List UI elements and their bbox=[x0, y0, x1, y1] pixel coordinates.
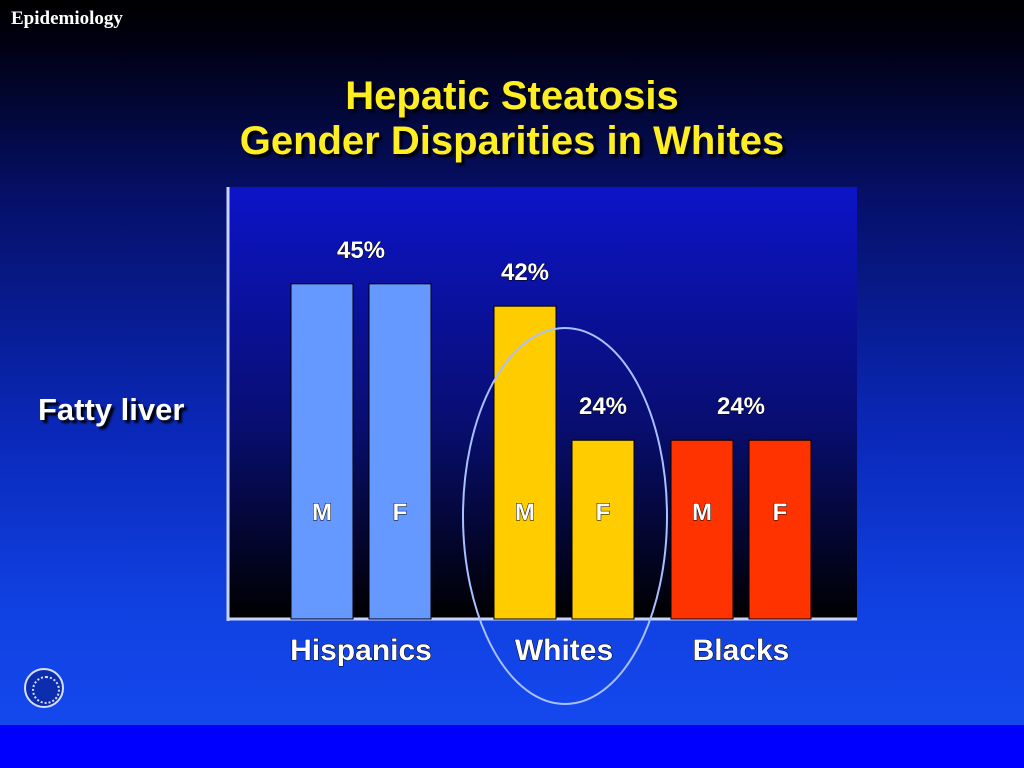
data-label: 24% bbox=[717, 393, 765, 420]
chart-title-line-2: Gender Disparities in Whites bbox=[239, 119, 785, 163]
x-tick-label-blacks: Blacks bbox=[693, 634, 790, 667]
bar-series-label: F bbox=[596, 499, 611, 526]
bar-series-label: M bbox=[515, 499, 535, 526]
bar-series-label: F bbox=[773, 499, 788, 526]
chart-title-line-1: Hepatic Steatosis bbox=[345, 74, 679, 118]
bar-whites-f bbox=[571, 439, 635, 620]
section-label: Epidemiology bbox=[11, 8, 123, 29]
bar-hispanics-f bbox=[368, 283, 432, 620]
bottom-band bbox=[0, 725, 1024, 768]
data-label: 42% bbox=[501, 259, 549, 286]
bar-series-label: M bbox=[312, 499, 332, 526]
data-label: 45% bbox=[337, 237, 385, 264]
highlight-circle-whites bbox=[462, 327, 668, 705]
bar-blacks-m bbox=[670, 439, 734, 620]
y-axis-label: Fatty liver bbox=[38, 392, 185, 427]
bar-series-label: M bbox=[692, 499, 712, 526]
data-label: 24% bbox=[579, 393, 627, 420]
x-tick-label-hispanics: Hispanics bbox=[290, 634, 432, 667]
bar-series-label: F bbox=[393, 499, 408, 526]
institution-seal-icon bbox=[24, 668, 64, 708]
bar-whites-m bbox=[493, 305, 557, 620]
bar-hispanics-m bbox=[290, 283, 354, 620]
bar-blacks-f bbox=[748, 439, 812, 620]
x-tick-label-whites: Whites bbox=[515, 634, 613, 667]
